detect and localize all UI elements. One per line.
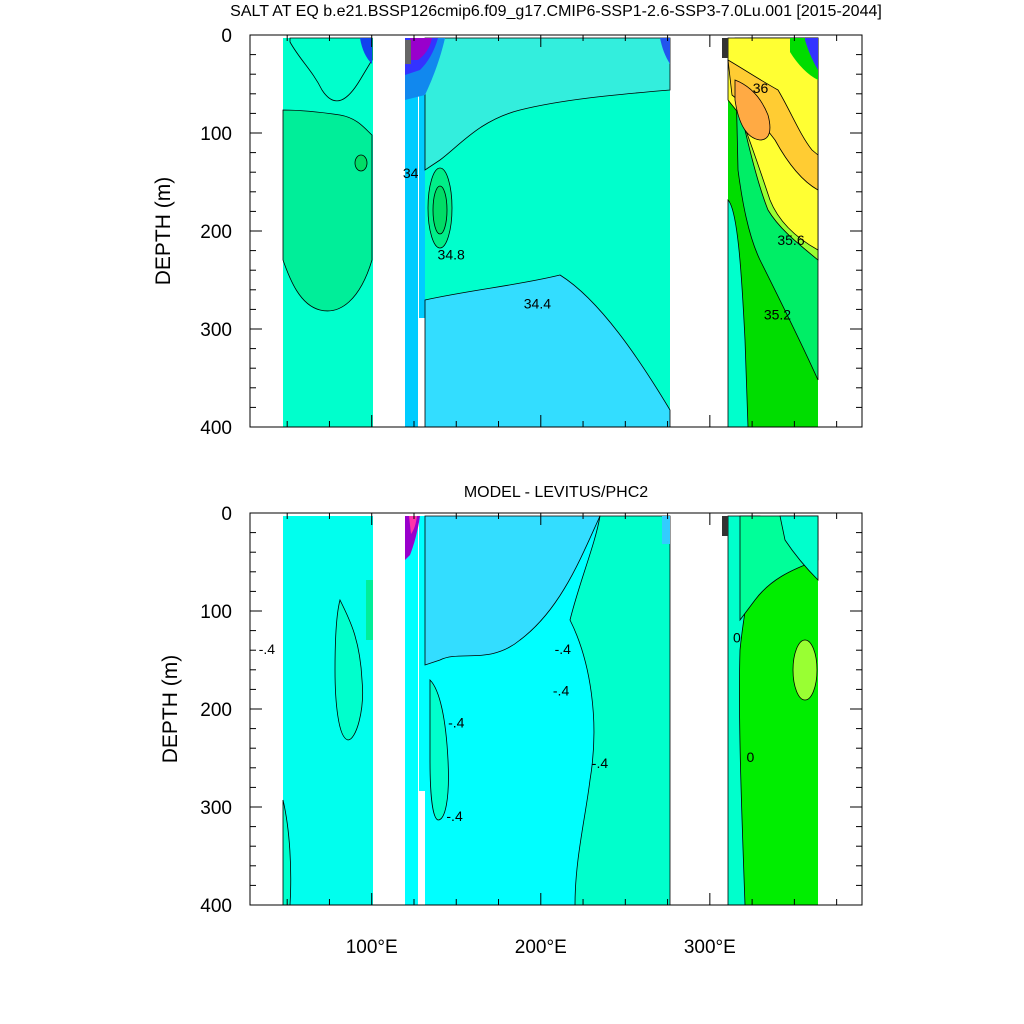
- top-pacific-salty-core-inner: [432, 185, 448, 235]
- bottom-contour-label: 0: [733, 629, 741, 645]
- top-contour-label: 34.4: [524, 296, 551, 312]
- bottom-y-axis: 0 100 200 300 400: [200, 504, 862, 917]
- bottom-atlantic-light-patch: [792, 639, 818, 701]
- bottom-east-pacific-edge: [662, 516, 670, 544]
- top-pacific-deep-tongue: [424, 274, 671, 427]
- bottom-pacific-core: [429, 679, 449, 821]
- bottom-y-axis-label: DEPTH (m): [159, 655, 182, 764]
- bottom-western-fresh: [405, 516, 420, 560]
- bottom-contour-label: -.4: [592, 755, 609, 771]
- bottom-y-tick-label: 0: [221, 504, 232, 525]
- bottom-panel-title: MODEL - LEVITUS/PHC2: [464, 484, 648, 501]
- top-pacific-fresh-body: [424, 37, 671, 171]
- bottom-contour-label: -.4: [448, 715, 465, 731]
- bottom-x-tick-label: 200°E: [515, 937, 567, 958]
- top-western-pacific-land-mark: [405, 40, 411, 64]
- top-x-axis: [286, 35, 838, 427]
- top-contour-labels: 36 34 34.8 35.6 34.4 35.2: [403, 80, 805, 322]
- bottom-indonesia-strip-2: [419, 516, 426, 791]
- bottom-indonesia-strip: [405, 516, 418, 905]
- bottom-y-tick-label: 100: [200, 602, 232, 623]
- top-indian-fresh-corner: [360, 38, 372, 64]
- bottom-y-tick-label: 300: [200, 798, 232, 819]
- top-atlantic-hottest: [734, 79, 771, 141]
- top-salinity-field: 36 34 34.8 35.6 34.4 35.2: [282, 37, 819, 427]
- bottom-contour-label: -.4: [553, 682, 570, 698]
- top-atlantic-deep-cyan: [727, 199, 749, 427]
- bottom-western-fresh-2: [409, 516, 417, 534]
- top-east-pacific-fresh: [660, 38, 670, 64]
- top-y-tick-label: 100: [200, 124, 232, 145]
- top-indian-ocean-upper-contour: [289, 37, 373, 102]
- top-atlantic-land-mark: [722, 38, 728, 58]
- bottom-contour-label: -.4: [555, 641, 572, 657]
- bottom-indian-ocean-core: [334, 598, 363, 741]
- top-indonesia-strip: [405, 38, 418, 427]
- bottom-contour-label: 0: [747, 749, 755, 765]
- top-indonesia-strip-2: [419, 38, 426, 318]
- bottom-y-tick-label: 400: [200, 896, 232, 917]
- bottom-difference-field: -.4 0 -.4 -.4 -.4 0 -.4 -.4: [259, 515, 819, 905]
- bottom-contour-label: -.4: [259, 641, 276, 657]
- top-contour-label: 34: [403, 165, 419, 181]
- bottom-pacific-fresh: [424, 515, 601, 666]
- top-y-tick-label: 400: [200, 418, 232, 439]
- top-panel: SALT AT EQ b.e21.BSSP126cmip6.f09_g17.CM…: [152, 3, 882, 439]
- top-contour-label: 35.6: [777, 232, 804, 248]
- bottom-panel: MODEL - LEVITUS/PHC2 -.: [159, 484, 863, 958]
- bottom-contour-label: -.4: [446, 808, 463, 824]
- bottom-indian-ocean-east: [366, 580, 373, 640]
- top-y-tick-label: 300: [200, 320, 232, 341]
- bottom-east-pacific: [569, 515, 671, 905]
- top-atlantic-surface-fresh-2: [805, 38, 818, 70]
- bottom-x-tick-label: 100°E: [346, 937, 398, 958]
- top-y-tick-label: 200: [200, 222, 232, 243]
- top-indian-high-patch: [354, 154, 368, 172]
- top-western-pacific-fresh-3: [410, 38, 432, 60]
- bottom-x-axis: 100°E 200°E 300°E: [286, 513, 838, 958]
- top-contour-label: 36: [753, 80, 769, 96]
- bottom-y-tick-label: 200: [200, 700, 232, 721]
- top-y-tick-label: 0: [221, 26, 232, 47]
- top-panel-title: SALT AT EQ b.e21.BSSP126cmip6.f09_g17.CM…: [230, 3, 882, 20]
- top-contour-label: 35.2: [764, 306, 791, 322]
- bottom-contour-labels: -.4 0 -.4 -.4 -.4 0 -.4 -.4: [259, 629, 755, 824]
- bottom-atlantic-land-mark: [722, 516, 728, 536]
- top-contour-label: 34.8: [438, 247, 465, 263]
- top-y-axis-label: DEPTH (m): [152, 177, 175, 286]
- top-y-axis: 0 100 200 300 400: [200, 26, 862, 439]
- bottom-x-tick-label: 300°E: [684, 937, 736, 958]
- top-indian-ocean-core: [282, 109, 373, 312]
- bottom-atlantic-surface-cyan: [779, 515, 819, 581]
